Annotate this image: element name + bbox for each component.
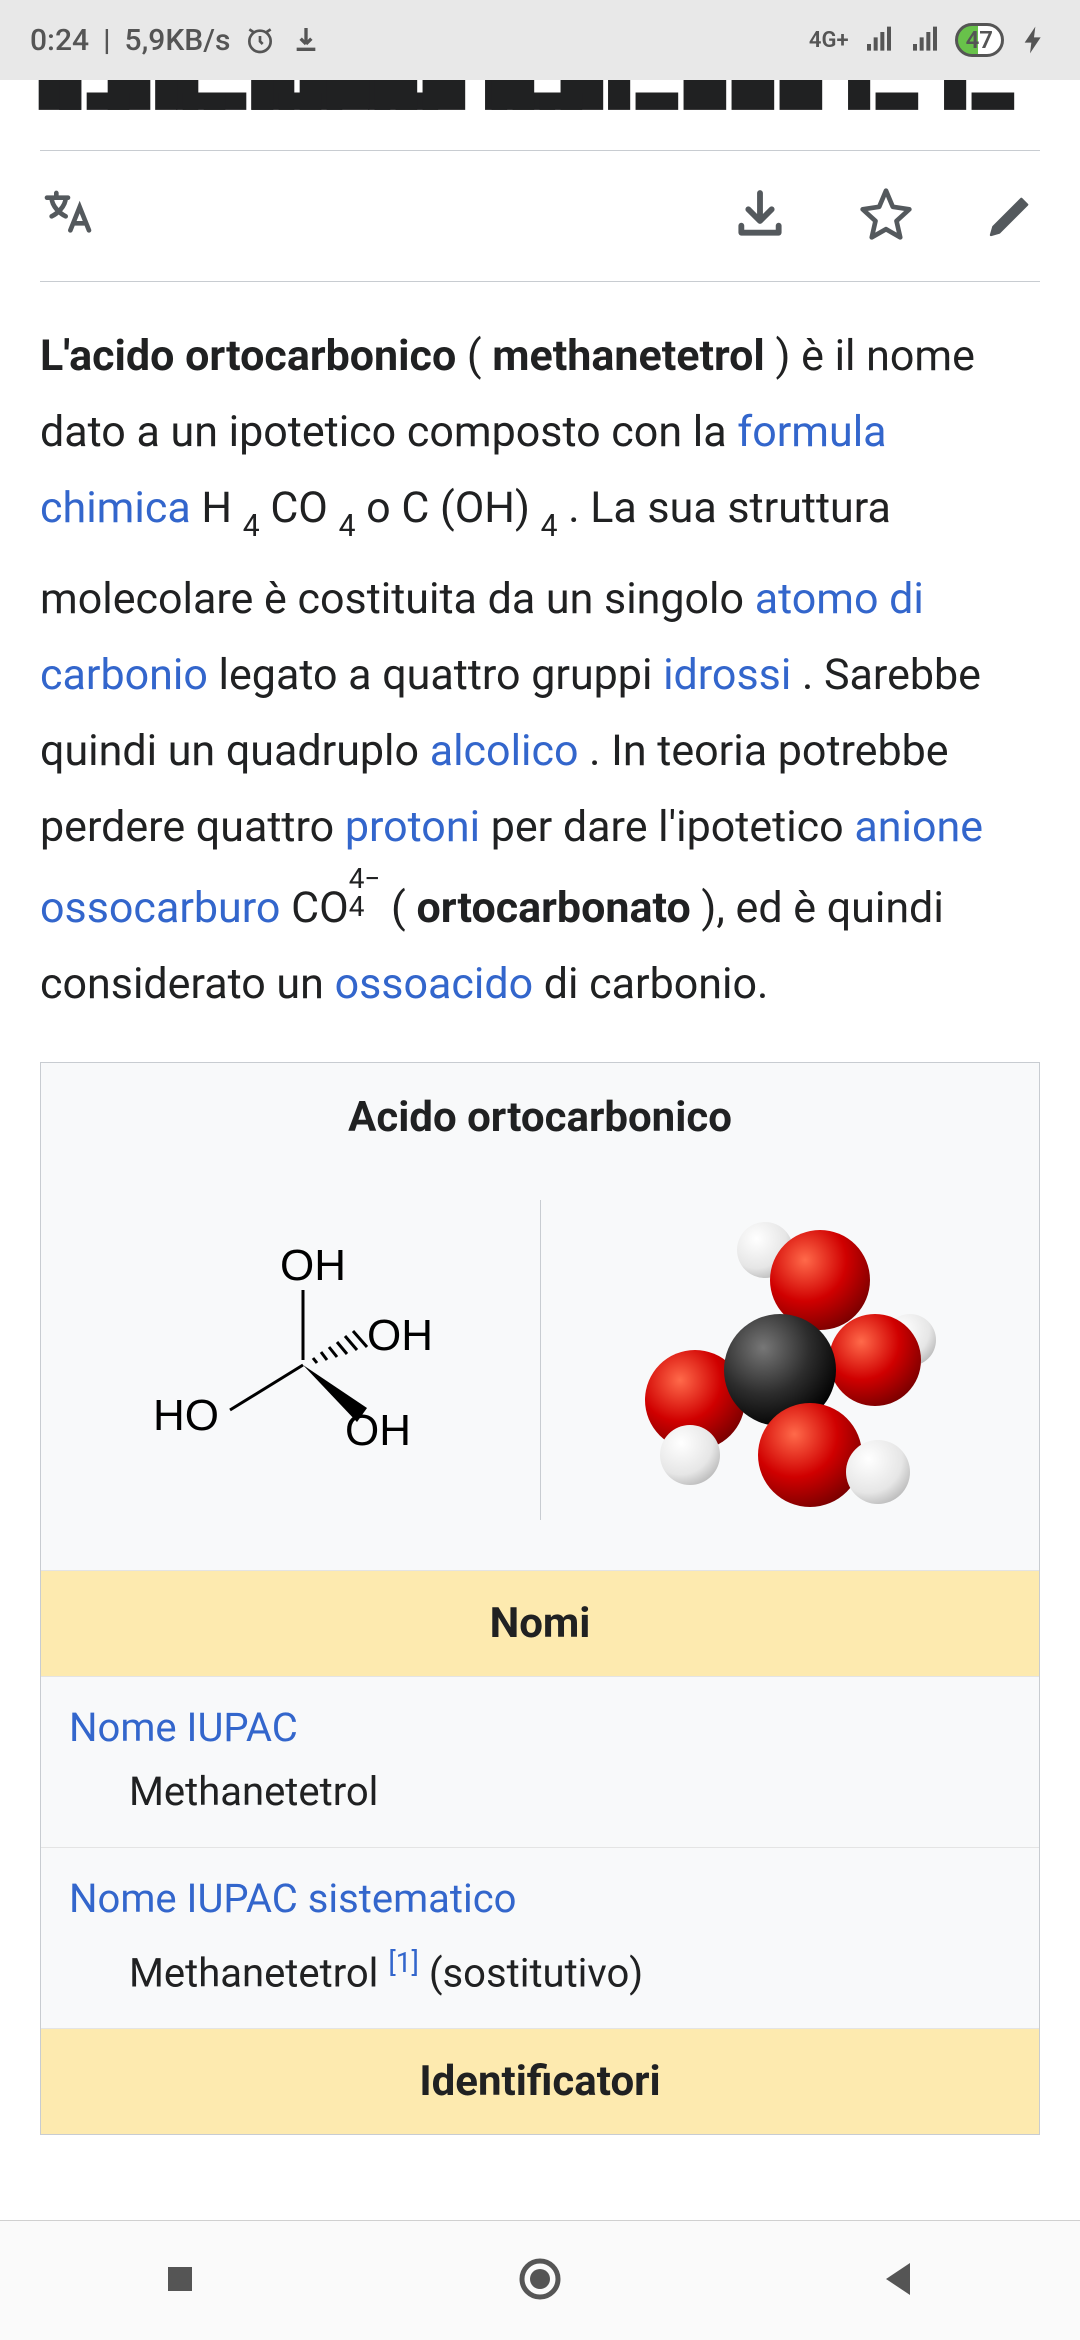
- text: (: [456, 331, 492, 381]
- infobox-title: Acido ortocarbonico: [41, 1063, 1039, 1170]
- text: legato a quattro gruppi: [208, 650, 663, 700]
- text: o C (OH): [355, 483, 540, 533]
- text: per dare l'ipotetico: [480, 802, 854, 852]
- triangle-back-icon: [876, 2255, 924, 2303]
- download-status-icon: [290, 24, 322, 56]
- link-alcolico[interactable]: alcolico: [430, 726, 579, 776]
- infobox: Acido ortocarbonico OH HO OH: [40, 1062, 1040, 2135]
- status-bar: 0:24 | 5,9KB/s 4G+ 47: [0, 0, 1080, 80]
- status-sep: |: [103, 23, 110, 58]
- status-left: 0:24 | 5,9KB/s: [30, 23, 322, 58]
- ho-left: HO: [153, 1391, 219, 1440]
- download-icon: [732, 186, 788, 242]
- sup-bot: 4: [349, 890, 365, 923]
- text: di carbonio.: [533, 959, 768, 1009]
- oh-top: OH: [280, 1241, 346, 1290]
- signal-icon-2: [909, 24, 941, 56]
- edit-button[interactable]: [984, 186, 1040, 246]
- link-protoni[interactable]: protoni: [345, 802, 480, 852]
- value-part-b: (sostitutivo): [419, 1949, 643, 1996]
- reference-1[interactable]: [1]: [388, 1946, 419, 1979]
- square-icon: [156, 2255, 204, 2303]
- skeletal-formula[interactable]: OH HO OH OH: [60, 1180, 539, 1540]
- star-button[interactable]: [858, 186, 914, 246]
- subscript: 4: [541, 509, 558, 544]
- subscript: 4: [339, 509, 356, 544]
- charging-icon: [1018, 24, 1050, 56]
- language-button[interactable]: [40, 186, 96, 246]
- section-identificatori: Identificatori: [41, 2028, 1039, 2134]
- article-toolbar: [40, 150, 1040, 282]
- value-nome-iupac-sistematico: Methanetetrol [1] (sostitutivo): [69, 1934, 1011, 2002]
- label-nome-iupac-sistematico[interactable]: Nome IUPAC sistematico: [69, 1875, 516, 1922]
- nav-recent-button[interactable]: [156, 2255, 204, 2307]
- article-body: L'acido ortocarbonico ( methanetetrol ) …: [0, 282, 1080, 1022]
- battery-level: 47: [966, 26, 993, 54]
- star-icon: [858, 186, 914, 242]
- pencil-icon: [984, 186, 1040, 242]
- text: CO: [280, 883, 348, 933]
- nav-home-button[interactable]: [516, 2255, 564, 2307]
- battery-badge: 47: [955, 23, 1004, 57]
- infobox-images: OH HO OH OH: [41, 1170, 1039, 1570]
- text: (: [380, 883, 416, 933]
- ion-superscript: 4−4: [349, 865, 381, 921]
- bold-term-1: L'acido ortocarbonico: [40, 331, 456, 381]
- subscript: 4: [243, 509, 260, 544]
- language-icon: [40, 186, 96, 242]
- text: CO: [260, 483, 339, 533]
- bold-term-3: ortocarbonato: [416, 883, 690, 933]
- row-nome-iupac-sistematico: Nome IUPAC sistematico Methanetetrol [1]…: [41, 1847, 1039, 2028]
- alarm-icon: [244, 24, 276, 56]
- link-ossoacido[interactable]: ossoacido: [335, 959, 534, 1009]
- value-nome-iupac: Methanetetrol: [69, 1763, 1011, 1821]
- oh-br: OH: [345, 1406, 411, 1455]
- signal-icon-1: [863, 24, 895, 56]
- status-time: 0:24: [30, 23, 89, 58]
- android-nav-bar: [0, 2220, 1080, 2340]
- download-button[interactable]: [732, 186, 788, 246]
- text: H: [191, 483, 243, 533]
- ball-stick-model[interactable]: [541, 1180, 1020, 1540]
- page-title-cut: ▟ ▙▚▂▙▟▚▂ ▚▂▟ ▚▂▚▂▚▂▟▟▙ ▙▂▚▂▟▟▙▚▂▚▂: [0, 80, 1080, 120]
- status-speed: 5,9KB/s: [125, 23, 231, 58]
- circle-icon: [516, 2255, 564, 2303]
- bold-term-2: methanetetrol: [492, 331, 765, 381]
- status-right: 4G+ 47: [809, 23, 1050, 57]
- label-nome-iupac[interactable]: Nome IUPAC: [69, 1704, 298, 1751]
- nav-back-button[interactable]: [876, 2255, 924, 2307]
- network-label: 4G+: [809, 28, 849, 53]
- oh-tr: OH: [367, 1311, 433, 1360]
- row-nome-iupac: Nome IUPAC Methanetetrol: [41, 1676, 1039, 1847]
- value-part-a: Methanetetrol: [129, 1949, 388, 1996]
- section-nomi: Nomi: [41, 1570, 1039, 1676]
- link-idrossi[interactable]: idrossi: [663, 650, 791, 700]
